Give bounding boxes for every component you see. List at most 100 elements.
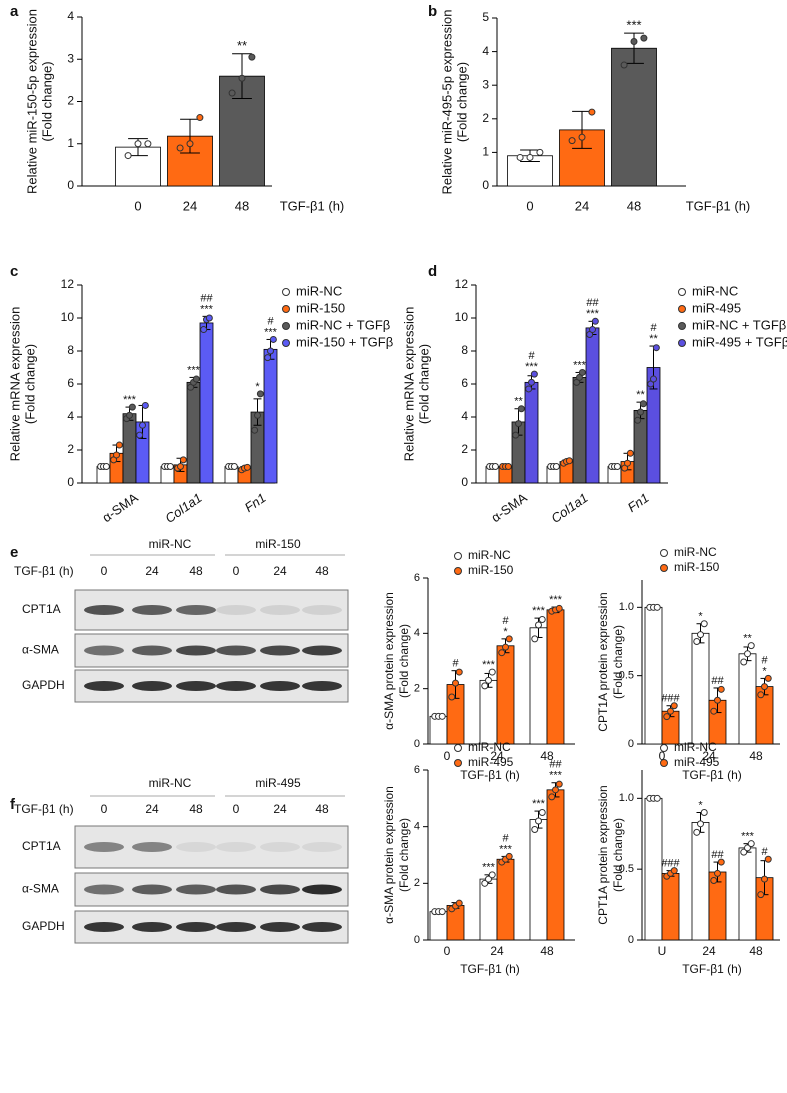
data-point (717, 685, 725, 693)
data-point (764, 674, 772, 682)
x-tick-label: 0 (526, 198, 533, 213)
blot-band (260, 605, 300, 615)
data-point (526, 153, 534, 161)
x-tick-label: 24 (490, 749, 504, 763)
data-point (192, 375, 200, 383)
blot-group-label: miR-495 (255, 776, 301, 790)
data-point (124, 152, 132, 160)
data-point (481, 879, 489, 887)
blot-lane-label: 0 (101, 802, 108, 816)
bar (691, 822, 710, 941)
bar (115, 146, 161, 187)
blot-band (84, 884, 124, 895)
y-tick-label: 5 (482, 10, 489, 24)
data-point (670, 867, 678, 875)
data-point (243, 463, 251, 471)
legend-label: miR-150 + TGFβ (296, 334, 393, 349)
blot-lane-label: 0 (233, 564, 240, 578)
data-point (620, 61, 628, 69)
data-point (548, 793, 556, 801)
data-point (115, 441, 123, 449)
blot-lane-label: 24 (145, 802, 159, 816)
y-tick-label: 6 (414, 572, 420, 584)
data-point (267, 347, 274, 355)
data-point (667, 707, 674, 715)
data-point (452, 679, 459, 687)
data-point (134, 140, 142, 148)
y-axis-label: (Fold change) (397, 818, 411, 892)
blot-row-label: CPT1A (22, 839, 61, 853)
x-tick-label: 48 (749, 749, 763, 763)
x-tick-label: Col1a1 (548, 490, 590, 526)
legend-marker (678, 288, 686, 296)
data-point (228, 89, 236, 97)
significance-label: ## (711, 849, 724, 861)
data-point (744, 650, 751, 658)
legend-marker (660, 759, 668, 767)
blot-band (84, 922, 124, 932)
legend-label: miR-NC + TGFβ (692, 317, 786, 332)
blot-band (176, 681, 216, 691)
significance-label: ** (649, 333, 658, 345)
data-point (637, 408, 644, 416)
significance-label: *** (626, 18, 641, 33)
data-point (613, 463, 621, 470)
data-point (740, 658, 748, 666)
legend-marker (282, 339, 290, 347)
blot-lane-label: 48 (189, 564, 203, 578)
x-tick-label: 0 (659, 749, 666, 763)
data-point (630, 38, 638, 46)
data-point (626, 449, 634, 457)
blot-lane-label: 48 (315, 564, 329, 578)
legend-label: miR-150 (674, 560, 720, 574)
data-point (624, 459, 631, 467)
legend-marker (660, 564, 668, 572)
data-point (568, 137, 576, 145)
data-point (747, 642, 755, 650)
y-tick-label: 0.5 (619, 670, 634, 682)
data-point (136, 431, 144, 439)
blot-band (84, 645, 124, 656)
bar (546, 609, 565, 745)
blot-band (260, 681, 300, 691)
bar (496, 858, 515, 941)
y-tick-label: 4 (67, 9, 74, 23)
x-tick-label: U (658, 944, 667, 958)
panel-label: a (10, 3, 19, 20)
blot-band (216, 645, 256, 656)
legend-label: miR-NC + TGFβ (296, 317, 390, 332)
x-tick-label: Fn1 (625, 490, 652, 515)
data-point (455, 668, 463, 676)
data-point (498, 649, 506, 657)
x-tick-label: 48 (235, 198, 249, 213)
bar (199, 322, 214, 484)
significance-label: # (761, 846, 768, 858)
blot-band (132, 884, 172, 895)
legend-marker (678, 339, 686, 347)
data-point (640, 34, 648, 42)
data-point (491, 463, 499, 470)
panel-label: e (10, 544, 18, 561)
legend-marker (454, 744, 462, 752)
data-point (102, 463, 110, 470)
data-point (485, 676, 492, 684)
blot-band (132, 922, 172, 932)
data-point (555, 604, 563, 612)
x-tick-label: 24 (575, 198, 589, 213)
y-tick-label: 0 (67, 178, 74, 192)
legend-label: miR-150 (468, 563, 514, 577)
significance-label: *** (187, 364, 201, 376)
y-tick-label: 0 (482, 178, 489, 192)
significance-label: *** (200, 303, 214, 315)
data-point (481, 682, 489, 690)
blot-time-label: TGF-β1 (h) (14, 564, 74, 578)
bar (585, 327, 600, 484)
blot-lane-label: 0 (101, 564, 108, 578)
y-tick-label: 0 (461, 475, 468, 489)
y-tick-label: 4 (482, 44, 489, 58)
bar (479, 878, 498, 941)
y-tick-label: 4 (67, 409, 74, 423)
data-point (238, 74, 246, 82)
data-point (230, 463, 238, 470)
y-axis-label: α-SMA protein expression (382, 786, 396, 924)
